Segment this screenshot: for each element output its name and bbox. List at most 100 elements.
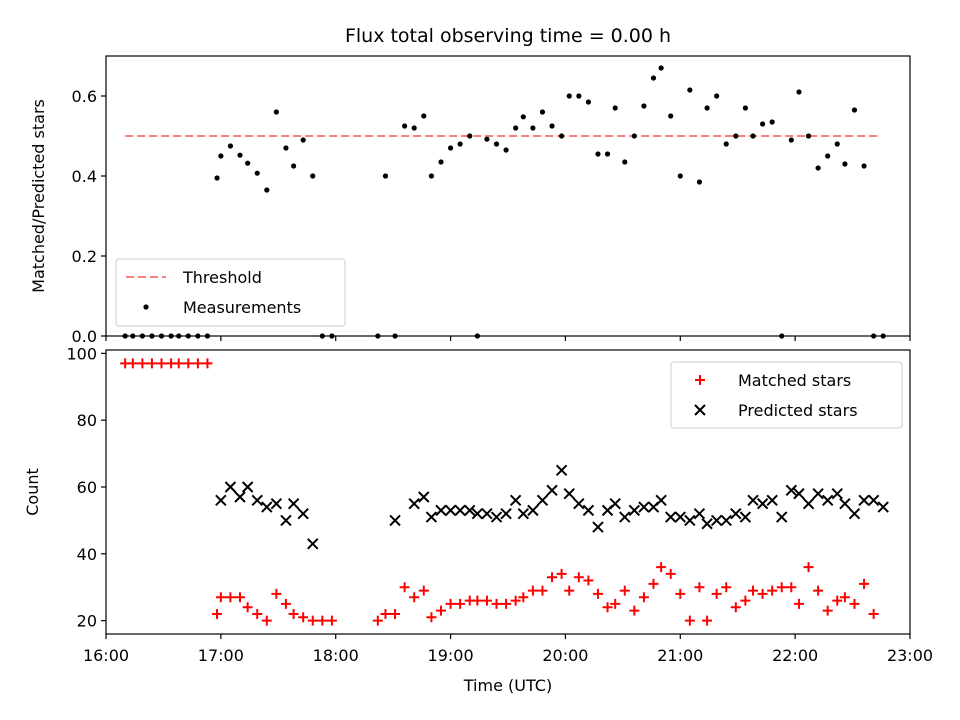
data-point (481, 595, 492, 606)
data-point (454, 504, 466, 517)
data-point (602, 602, 613, 613)
data-point (549, 123, 555, 129)
data-point (547, 572, 558, 583)
data-point (742, 105, 748, 111)
data-point (326, 615, 337, 626)
data-point (592, 521, 604, 533)
data-point (785, 484, 798, 497)
data-point (766, 494, 778, 507)
data-point (776, 582, 787, 593)
data-point (242, 602, 253, 613)
data-point (576, 93, 582, 99)
data-point (510, 595, 521, 606)
data-point (418, 585, 429, 596)
data-point (563, 487, 575, 500)
chart-title: Flux total observing time = 0.00 h (345, 25, 671, 47)
series-matched-stars (120, 358, 879, 626)
y-tick-label: 100 (66, 344, 97, 363)
legend-matched-swatch (695, 375, 705, 385)
data-point (490, 511, 503, 523)
data-point (813, 585, 824, 596)
data-point (733, 133, 739, 139)
data-point (481, 508, 493, 520)
data-point (192, 358, 203, 369)
data-point (539, 109, 546, 115)
data-point (564, 585, 575, 596)
data-point (530, 125, 536, 131)
data-point (610, 598, 621, 609)
data-point (631, 133, 637, 139)
data-point (655, 494, 667, 507)
data-point (202, 358, 213, 369)
data-point (641, 103, 647, 109)
data-point (684, 514, 696, 527)
data-point (748, 585, 759, 596)
data-point (372, 615, 383, 626)
data-point (218, 153, 224, 159)
data-point (730, 508, 742, 520)
data-point (619, 585, 630, 596)
data-point (665, 511, 677, 523)
data-point (380, 608, 391, 619)
data-point (861, 163, 867, 169)
legend-threshold-label: Threshold (182, 268, 262, 287)
x-tick-label: 19:00 (428, 646, 474, 665)
data-point (252, 608, 263, 619)
data-point (254, 170, 260, 176)
x-tick-label: 17:00 (198, 646, 244, 665)
data-point (491, 598, 502, 609)
data-point (684, 615, 695, 626)
data-point (750, 133, 756, 139)
data-point (215, 592, 226, 603)
data-point (704, 105, 710, 111)
data-point (425, 511, 438, 523)
data-point (245, 160, 251, 166)
data-point (224, 481, 237, 493)
data-point (146, 358, 157, 369)
bottom-panel: 20 40 60 80 100 16:00 17:00 18:00 19:00 20:00 21:0… (23, 344, 933, 695)
data-point (270, 497, 283, 510)
data-point (455, 598, 466, 609)
data-point (559, 133, 565, 139)
y-axis-label: Matched/Predicted stars (29, 99, 48, 293)
data-point (280, 598, 291, 609)
data-point (793, 598, 804, 609)
data-point (307, 615, 318, 626)
data-point (648, 578, 659, 589)
data-point (527, 504, 539, 517)
data-point (537, 585, 548, 596)
data-point (767, 585, 778, 596)
data-point (251, 494, 263, 507)
data-point (261, 615, 272, 626)
data-point (215, 494, 227, 507)
data-point (555, 464, 568, 476)
series-predicted-stars (215, 464, 889, 550)
data-point (822, 605, 833, 616)
data-point (307, 538, 319, 550)
legend-matched-label: Matched stars (738, 371, 851, 390)
data-point (484, 136, 490, 142)
data-point (696, 179, 703, 185)
top-panel: 0.0 0.2 0.4 0.6 Matched/Predicted stars Flux … (29, 25, 911, 346)
data-point (297, 508, 309, 520)
data-point (582, 504, 595, 517)
data-point (711, 588, 722, 599)
data-point (447, 145, 454, 151)
data-point (520, 114, 526, 120)
data-point (227, 143, 234, 149)
legend: Threshold Measurements (115, 258, 346, 327)
y-tick-label: 60 (77, 478, 97, 497)
data-point (573, 572, 584, 583)
data-point (858, 494, 870, 507)
y-tick-label: 40 (77, 545, 97, 564)
data-point (658, 65, 664, 71)
data-point (665, 568, 676, 579)
x-tick-label: 22:00 (772, 646, 818, 665)
data-point (612, 105, 618, 111)
data-point (721, 582, 732, 593)
data-point (714, 93, 720, 99)
data-point (271, 588, 282, 599)
data-point (629, 605, 640, 616)
axes-frame (105, 349, 911, 635)
data-point (760, 121, 766, 127)
